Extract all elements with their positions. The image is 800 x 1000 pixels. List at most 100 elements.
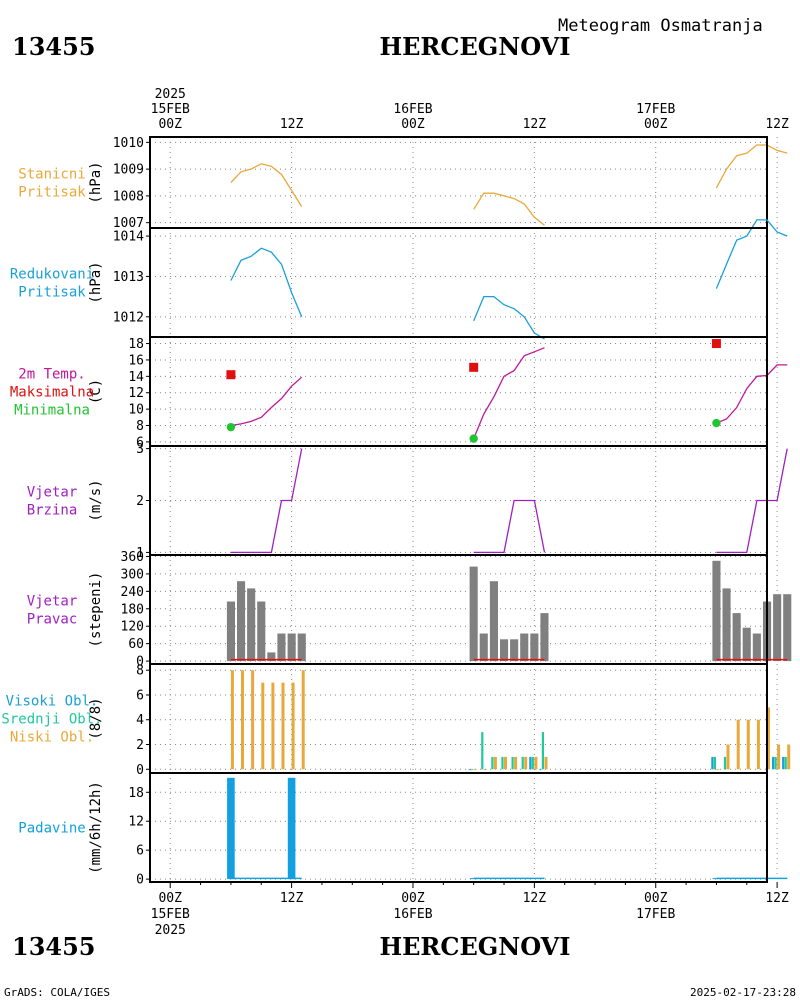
y-axis-label: (m/s) (88, 479, 104, 521)
panel-label: Srednji Obl. (1, 712, 102, 728)
y-tick-label: 300 (121, 567, 144, 582)
panel-label: Vjetar (27, 485, 78, 501)
max-temp-marker (711, 339, 721, 349)
y-tick-label: 12 (128, 815, 144, 830)
panel-label: Pritisak (18, 185, 86, 201)
bar (783, 594, 792, 662)
bar (301, 670, 305, 770)
top-time-label: 15FEB (151, 102, 190, 117)
bar (479, 633, 488, 662)
panel-label: 2m Temp. (18, 367, 85, 383)
bar (501, 756, 504, 770)
y-tick-label: 16 (128, 353, 144, 368)
bar (756, 719, 760, 770)
series-line (473, 192, 545, 226)
y-axis-label: (hPa) (88, 161, 104, 203)
top-time-label: 12Z (523, 117, 547, 132)
bar (524, 756, 528, 770)
chart-title: Meteogram Osmatranja (558, 16, 763, 36)
series-line (230, 247, 303, 318)
panel-frame (149, 336, 768, 447)
bar (504, 756, 507, 770)
bar (712, 878, 721, 880)
station-id-bottom: 13455 (12, 932, 96, 961)
bar (491, 756, 494, 770)
bar (241, 670, 244, 770)
panel-frame (149, 227, 768, 338)
bar (540, 613, 549, 662)
bar (539, 769, 542, 771)
bar (469, 566, 478, 662)
bar (514, 756, 518, 770)
bar (297, 633, 306, 662)
max-temp-marker (469, 362, 479, 372)
panel-station_pressure: 1007 1008 1009 1010 (hPa)Stanicni Pritisak (18, 136, 788, 231)
panel-label: Vjetar (27, 594, 78, 610)
y-tick-label: 10 (128, 403, 144, 418)
bar (230, 670, 234, 770)
bar (237, 581, 246, 662)
panel-label: Pravac (27, 612, 78, 628)
y-tick-label: 1014 (113, 230, 144, 245)
station-id-top: 13455 (12, 32, 96, 61)
bar (471, 769, 474, 771)
panel-frame (149, 136, 768, 229)
panel-label: Minimalna (14, 403, 90, 419)
bar (772, 756, 775, 770)
y-tick-label: 0 (136, 763, 144, 778)
y-tick-label: 14 (128, 370, 144, 385)
series-line (715, 219, 788, 289)
panel-label: Stanicni (18, 167, 85, 183)
series-line (716, 364, 788, 424)
y-axis-label: (mm/6h/12h) (88, 781, 104, 874)
bar (247, 588, 256, 662)
y-tick-label: 1012 (113, 310, 144, 325)
bar (287, 777, 296, 880)
bar (773, 594, 782, 662)
top-time-label: 17FEB (636, 102, 675, 117)
bar (510, 639, 519, 662)
min-temp-marker (226, 422, 236, 432)
panel-label: Brzina (27, 503, 78, 519)
bar (541, 732, 544, 770)
y-tick-label: 180 (121, 602, 144, 617)
bar (277, 633, 286, 662)
top-time-label: 2025 (155, 87, 186, 102)
bar (257, 601, 266, 662)
bar (736, 719, 740, 770)
bottom-time-label: 17FEB (636, 907, 675, 922)
bar (521, 756, 524, 770)
top-time-label: 00Z (158, 117, 182, 132)
grads-credit: GrADS: COLA/IGES (4, 986, 110, 999)
bar (767, 707, 770, 770)
y-tick-label: 1007 (113, 216, 144, 231)
bar (777, 744, 781, 770)
bar (713, 756, 716, 770)
panel-label: Pritisak (18, 285, 86, 301)
bar (511, 756, 514, 770)
bar (752, 633, 761, 662)
min-temp-marker (712, 418, 721, 428)
y-tick-label: 0 (136, 873, 144, 888)
y-tick-label: 12 (128, 386, 144, 401)
bar (520, 633, 529, 662)
y-tick-label: 18 (128, 337, 144, 352)
bar (746, 719, 750, 770)
y-tick-label: 18 (128, 786, 144, 801)
panel-label: Visoki Obl. (6, 694, 99, 710)
y-tick-label: 2 (136, 494, 144, 509)
bottom-time-label: 16FEB (393, 907, 432, 922)
y-axis-label: (8/8) (88, 697, 104, 739)
bar (742, 627, 751, 662)
bar (489, 581, 498, 662)
bar (473, 769, 477, 771)
y-tick-label: 120 (121, 620, 144, 635)
y-tick-label: 60 (128, 637, 144, 652)
y-tick-label: 8 (136, 664, 144, 679)
bar (287, 633, 296, 662)
panel-label: Niski Obl. (10, 730, 94, 746)
bar (722, 588, 731, 662)
